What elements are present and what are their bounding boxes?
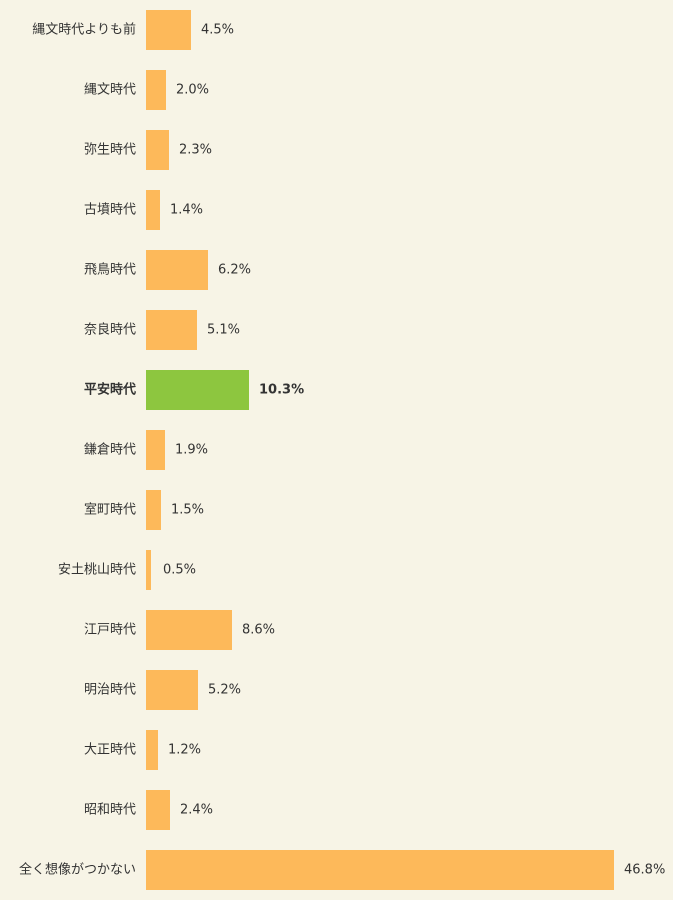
category-label: 昭和時代 <box>84 803 136 818</box>
bar <box>146 310 197 350</box>
value-label: 6.2% <box>218 263 251 278</box>
category-label: 縄文時代 <box>84 83 136 98</box>
category-label: 江戸時代 <box>84 623 136 638</box>
value-label: 8.6% <box>242 623 275 638</box>
value-label: 2.4% <box>180 803 213 818</box>
bar <box>146 490 161 530</box>
bar <box>146 190 160 230</box>
value-label: 46.8% <box>624 863 665 878</box>
value-label: 5.1% <box>207 323 240 338</box>
bar <box>146 430 165 470</box>
category-label: 飛鳥時代 <box>84 263 136 278</box>
category-label: 平安時代 <box>84 382 136 398</box>
category-label: 室町時代 <box>84 502 136 518</box>
bar <box>146 130 169 170</box>
category-label: 鎌倉時代 <box>84 443 136 458</box>
category-label: 古墳時代 <box>84 203 136 218</box>
value-label: 1.9% <box>175 443 208 458</box>
bar <box>146 370 249 410</box>
bar <box>146 10 191 50</box>
bar <box>146 850 614 890</box>
value-label: 10.3% <box>259 383 304 398</box>
bar <box>146 250 208 290</box>
category-label: 安土桃山時代 <box>58 563 136 578</box>
bar <box>146 670 198 710</box>
category-label: 大正時代 <box>84 743 136 758</box>
value-label: 0.5% <box>163 563 196 578</box>
category-label: 明治時代 <box>84 683 136 698</box>
value-label: 2.0% <box>176 83 209 98</box>
bar <box>146 550 151 590</box>
bar <box>146 730 158 770</box>
bar <box>146 790 170 830</box>
value-label: 5.2% <box>208 683 241 698</box>
bar <box>146 70 166 110</box>
category-label: 縄文時代よりも前 <box>32 22 136 38</box>
value-label: 1.5% <box>171 503 204 518</box>
category-label: 全く想像がつかない <box>19 862 136 878</box>
category-label: 弥生時代 <box>84 142 136 158</box>
value-label: 1.4% <box>170 203 203 218</box>
value-label: 4.5% <box>201 23 234 38</box>
value-label: 2.3% <box>179 143 212 158</box>
value-label: 1.2% <box>168 743 201 758</box>
category-label: 奈良時代 <box>84 322 136 338</box>
bar <box>146 610 232 650</box>
